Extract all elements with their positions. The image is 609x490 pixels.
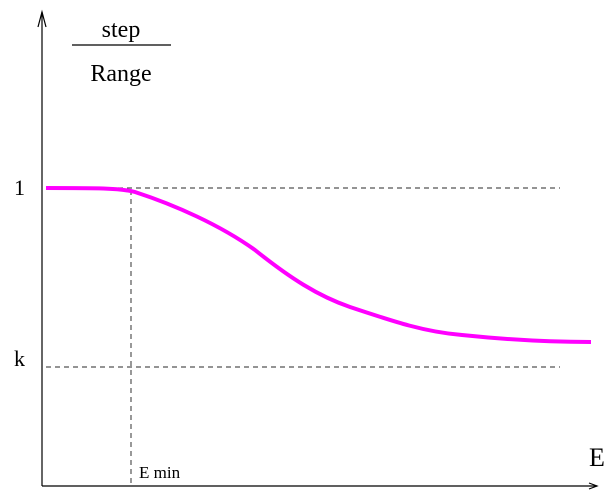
tick-label-k: k (14, 346, 25, 371)
axes (37, 9, 599, 490)
y-axis-arrowhead (37, 9, 47, 28)
y-label-denominator: Range (90, 61, 151, 87)
x-axis-label: E (589, 443, 605, 472)
tick-label-one: 1 (14, 175, 25, 200)
step-range-curve (45, 186, 592, 344)
y-label-numerator: step (102, 17, 141, 43)
guide-lines (46, 187, 560, 486)
x-axis-arrowhead (588, 482, 599, 490)
tick-label-e-min: E min (139, 463, 181, 482)
